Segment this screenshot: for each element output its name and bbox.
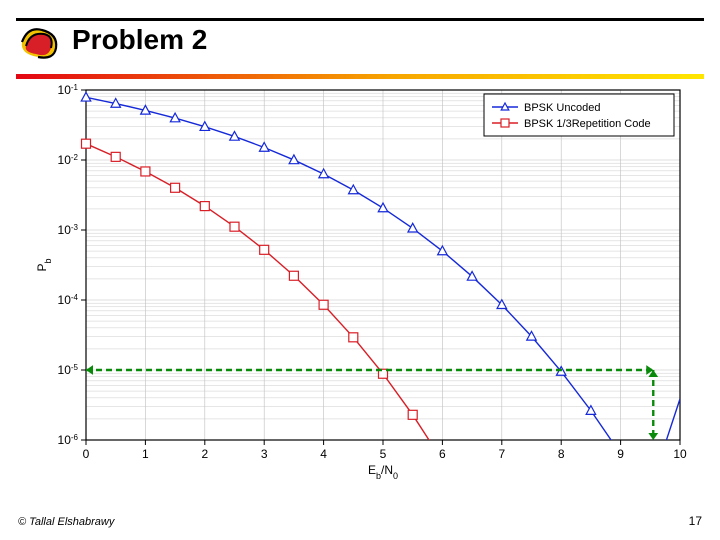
svg-text:0: 0 bbox=[83, 447, 90, 461]
svg-text:2: 2 bbox=[201, 447, 208, 461]
svg-text:10-2: 10-2 bbox=[58, 153, 79, 168]
svg-text:10-4: 10-4 bbox=[58, 293, 79, 308]
svg-text:7: 7 bbox=[498, 447, 505, 461]
svg-text:9: 9 bbox=[617, 447, 624, 461]
chart-svg: 0 1 2 3 4 5 6 7 8 9 10 Eb/N0 10-1 10-2 10-3 10-4 10-5 10-… bbox=[30, 80, 690, 480]
svg-text:8: 8 bbox=[558, 447, 565, 461]
page-number: 17 bbox=[689, 514, 702, 528]
svg-text:5: 5 bbox=[380, 447, 387, 461]
svg-text:1: 1 bbox=[142, 447, 149, 461]
svg-text:6: 6 bbox=[439, 447, 446, 461]
gradient-rule-svg bbox=[16, 74, 704, 79]
top-rule bbox=[16, 18, 704, 21]
page-title: Problem 2 bbox=[72, 24, 207, 56]
svg-text:10-1: 10-1 bbox=[58, 83, 79, 98]
footer-copyright: © Tallal Elshabrawy bbox=[18, 516, 114, 528]
svg-text:BPSK 1/3Repetition Code: BPSK 1/3Repetition Code bbox=[524, 118, 651, 130]
chart: 0 1 2 3 4 5 6 7 8 9 10 Eb/N0 10-1 10-2 10-3 10-4 10-5 10-… bbox=[30, 80, 690, 480]
svg-text:10-5: 10-5 bbox=[58, 363, 79, 378]
svg-text:3: 3 bbox=[261, 447, 268, 461]
svg-text:4: 4 bbox=[320, 447, 327, 461]
logo bbox=[18, 24, 60, 60]
svg-text:Pb: Pb bbox=[35, 258, 53, 271]
slide: Problem 2 0 1 2 3 4 5 6 7 8 9 10 Eb/N0 10-1 10-2 10-3 1… bbox=[0, 0, 720, 540]
svg-text:10: 10 bbox=[673, 447, 687, 461]
svg-text:10-6: 10-6 bbox=[58, 433, 79, 448]
svg-text:Eb/N0: Eb/N0 bbox=[368, 463, 398, 480]
logo-svg bbox=[18, 24, 60, 60]
svg-text:BPSK Uncoded: BPSK Uncoded bbox=[524, 102, 600, 114]
svg-text:10-3: 10-3 bbox=[58, 223, 79, 238]
gradient-rule bbox=[16, 66, 704, 71]
